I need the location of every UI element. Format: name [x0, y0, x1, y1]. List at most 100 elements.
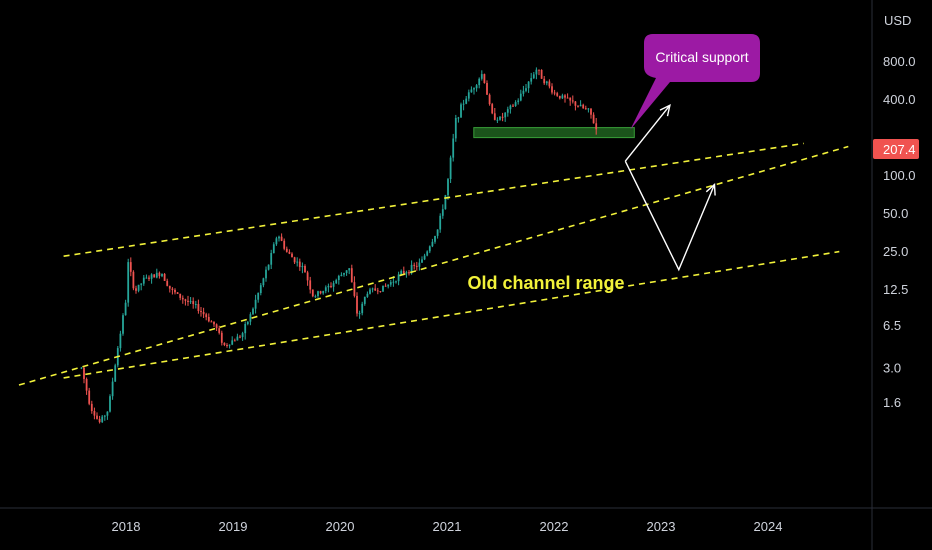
candle-body — [441, 209, 444, 216]
candle-body — [280, 236, 283, 241]
candle-body — [462, 103, 465, 105]
candle-body — [296, 261, 299, 263]
candle-body — [314, 296, 317, 298]
x-tick-label: 2023 — [647, 519, 676, 534]
candle-body — [475, 85, 478, 89]
candle-body — [382, 285, 384, 292]
candle-body — [148, 277, 150, 279]
candle-body — [532, 74, 535, 79]
candle-body — [285, 248, 288, 252]
candle-body — [551, 86, 553, 93]
last-price-badge[interactable]: 207.4 — [873, 139, 919, 159]
x-tick-label: 2019 — [219, 519, 248, 534]
candle-body — [114, 365, 117, 382]
callout-bubble — [630, 34, 760, 130]
channel-upper-line — [63, 142, 804, 257]
candle-body — [223, 342, 226, 345]
candle-body — [132, 271, 135, 289]
candle-body — [543, 78, 546, 84]
candle-body — [215, 324, 218, 329]
candle-body — [423, 255, 426, 260]
candle-body — [249, 314, 252, 322]
candle-body — [155, 272, 158, 278]
candle-body — [275, 238, 278, 245]
y-tick-label: 400.0 — [883, 92, 916, 107]
candle-body — [210, 321, 213, 323]
currency-label: USD — [884, 13, 911, 28]
candle-body — [405, 272, 408, 274]
x-tick-label: 2018 — [112, 519, 141, 534]
candle-body — [415, 265, 418, 267]
candle-body — [145, 277, 148, 279]
candle-body — [473, 88, 475, 90]
candle-body — [353, 282, 356, 296]
candle-body — [519, 93, 522, 101]
candle-body — [363, 296, 366, 304]
candle-body — [577, 105, 579, 107]
candle-body — [564, 95, 566, 98]
candle-body — [309, 280, 312, 290]
trendlines-layer — [18, 142, 849, 386]
candle-body — [96, 415, 98, 419]
candle-body — [205, 314, 208, 318]
candle-body — [493, 113, 496, 120]
candle-body — [561, 95, 564, 99]
candle-body — [291, 253, 293, 258]
candle-body — [548, 81, 551, 87]
candle-body — [85, 379, 88, 391]
y-tick-label: 800.0 — [883, 54, 916, 69]
candle-body — [434, 236, 436, 242]
candle-body — [129, 262, 132, 272]
candle-body — [98, 418, 101, 423]
candle-body — [194, 304, 197, 305]
candle-body — [395, 281, 397, 283]
candle-body — [379, 291, 382, 293]
candle-body — [187, 300, 189, 302]
candle-body — [389, 282, 392, 285]
candle-body — [397, 274, 400, 282]
candle-body — [556, 93, 559, 96]
candle-body — [262, 278, 265, 286]
candle-body — [335, 280, 338, 284]
candle-body — [270, 253, 273, 265]
candle-body — [301, 266, 304, 268]
candle-body — [80, 367, 83, 369]
candle-body — [457, 117, 460, 119]
candle-body — [101, 416, 104, 423]
breakdown-arrow — [624, 160, 716, 272]
candle-body — [348, 268, 351, 271]
candle-body — [161, 274, 163, 277]
candle-body — [566, 97, 569, 99]
candle-body — [319, 291, 322, 294]
candle-body — [491, 104, 494, 114]
candle-body — [168, 285, 171, 289]
candle-body — [480, 74, 483, 79]
candle-body — [571, 100, 574, 102]
candle-body — [444, 195, 447, 210]
candle-body — [200, 311, 202, 312]
candle-body — [322, 291, 325, 294]
candle-body — [213, 321, 215, 325]
candle-body — [590, 108, 592, 115]
candle-body — [158, 272, 161, 277]
candle-body — [584, 108, 587, 110]
candle-body — [535, 69, 538, 75]
candle-body — [582, 104, 585, 109]
candle-body — [514, 102, 517, 106]
y-tick-label: 3.0 — [883, 360, 901, 375]
candle-body — [587, 108, 590, 110]
candle-body — [119, 333, 122, 349]
candle-body — [426, 251, 429, 256]
candle-body — [228, 344, 231, 346]
candle-body — [197, 304, 200, 311]
y-tick-label: 100.0 — [883, 168, 916, 183]
support-zone — [473, 127, 635, 139]
candle-body — [530, 78, 533, 82]
candle-body — [340, 274, 343, 277]
candle-body — [470, 89, 473, 93]
candle-body — [509, 105, 512, 110]
candle-body — [478, 78, 481, 86]
candle-body — [400, 270, 403, 275]
candle-body — [88, 390, 91, 404]
